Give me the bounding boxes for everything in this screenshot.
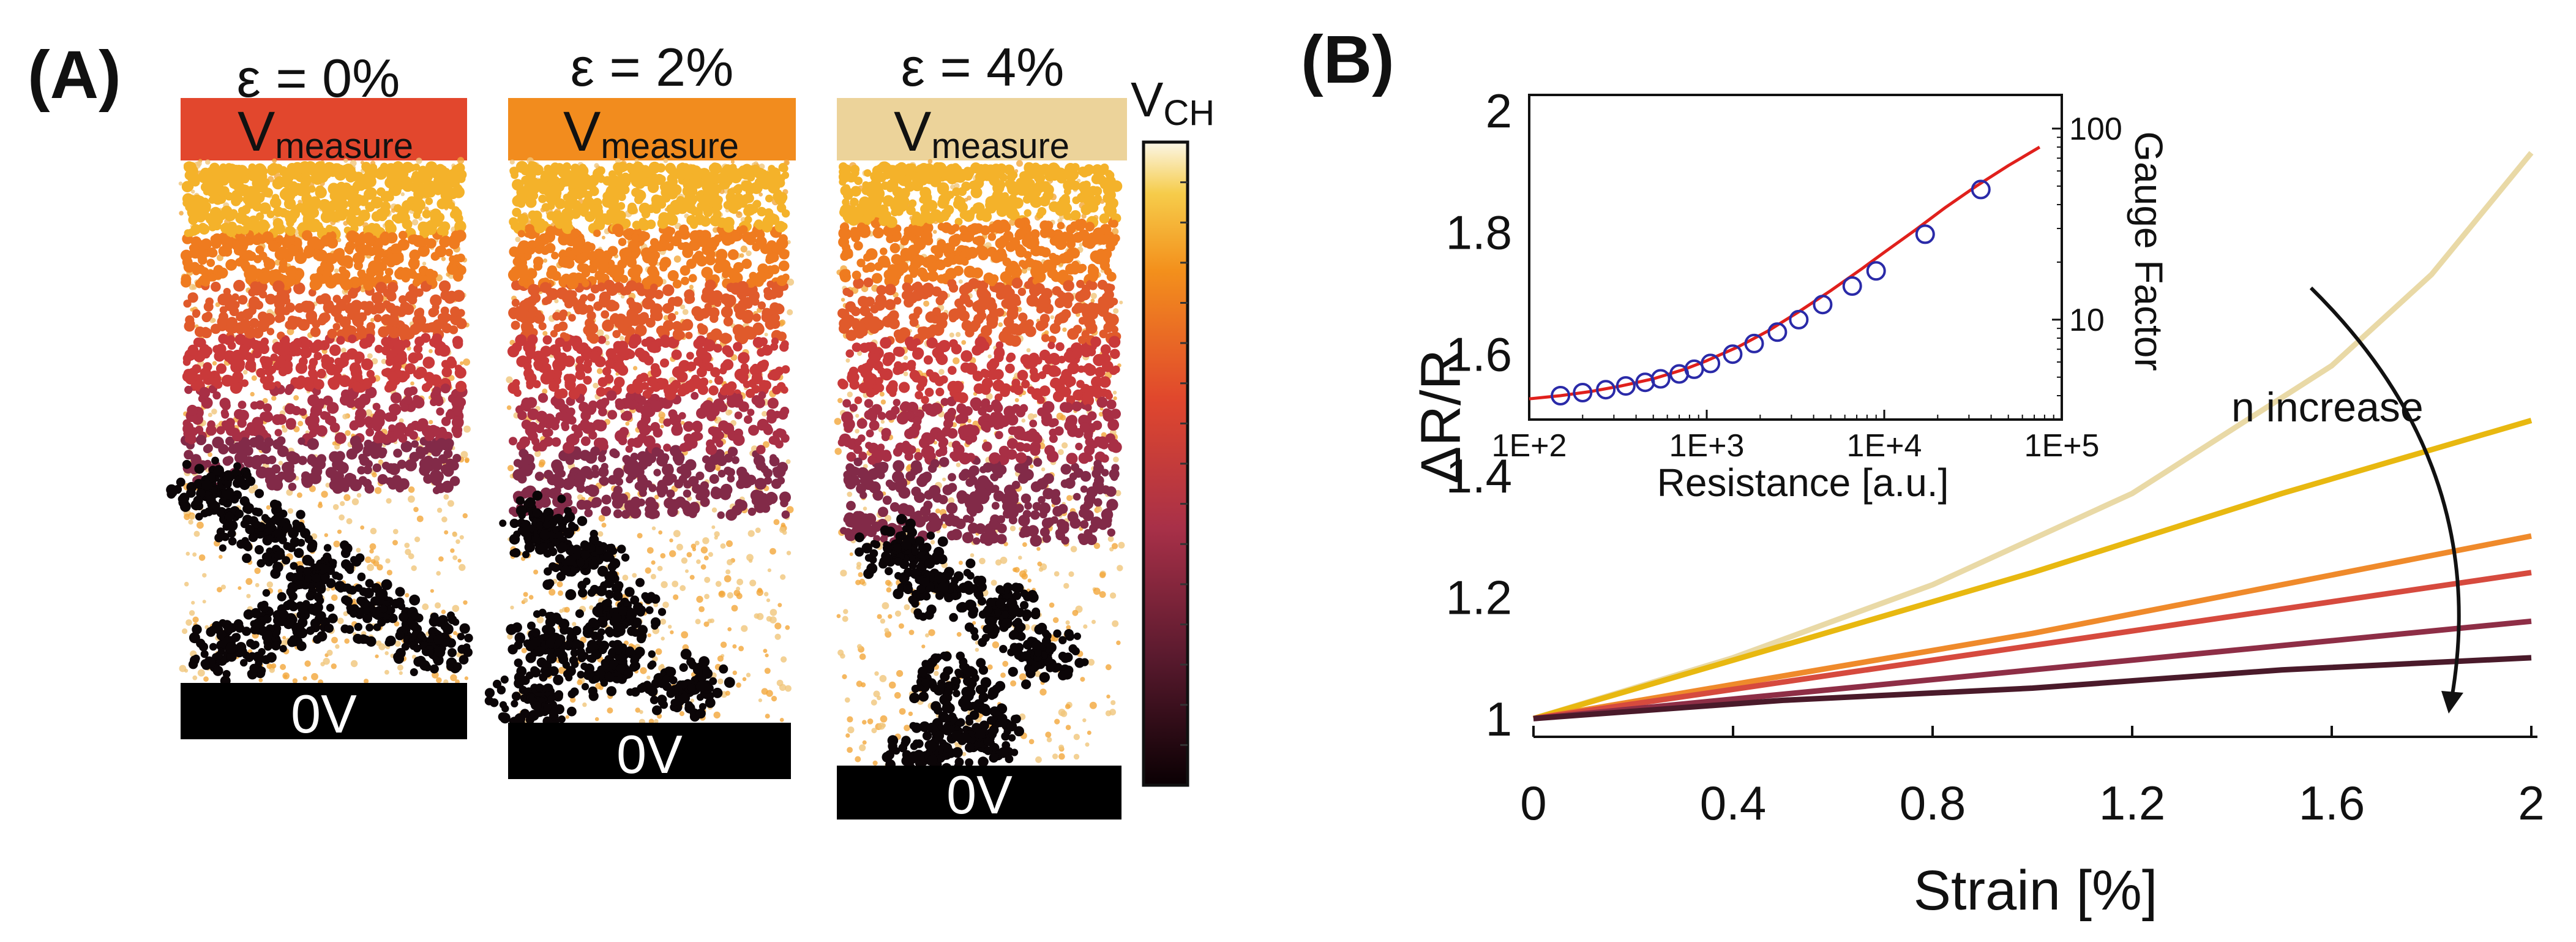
top-electrode-bar [508, 98, 796, 160]
inset-data-point [1813, 295, 1833, 315]
inset-data-point [1767, 322, 1788, 342]
simulation-eps-4: ε = 4% Vmeasure 0V [834, 37, 1127, 825]
colorbar-label: VCH [1131, 72, 1215, 133]
series-line-n3 [1533, 533, 2532, 722]
y-tick-label: 1.8 [1446, 206, 1512, 260]
n-increase-arrow [2309, 286, 2461, 699]
top-electrode-label: Vmeasure [894, 100, 1069, 166]
inset-x-tick-label: 1E+5 [2024, 428, 2100, 464]
ground-electrode-bar [837, 766, 1121, 820]
ground-electrode-bar [508, 723, 791, 779]
x-tick-label: 2 [2518, 776, 2544, 830]
sim-title-eps-4: ε = 4% [901, 37, 1065, 97]
x-axis-title: Strain [%] [1914, 859, 2158, 922]
inset-y-tick-label: 10 [2069, 303, 2105, 338]
series-line-n2 [1532, 418, 2533, 722]
percolation-field [166, 157, 473, 687]
inset-x-tick-label: 1E+2 [1492, 428, 1567, 464]
inset-data-point [1723, 344, 1743, 364]
inset-data-points [1551, 179, 1991, 405]
sim-title-eps-2: ε = 2% [571, 37, 734, 97]
series-line-n4 [1533, 570, 2532, 722]
inset-frame [1528, 94, 2063, 421]
inset-data-point [1596, 380, 1616, 400]
inset-data-point [1573, 383, 1593, 402]
voltage-colorbar: VCH [1131, 72, 1215, 787]
y-tick-label: 1.2 [1446, 571, 1512, 625]
inset-data-point [1744, 333, 1764, 353]
inset-data-point [1789, 309, 1809, 330]
inset-data-point [1842, 276, 1862, 296]
inset-data-point [1551, 386, 1571, 405]
y-axis-ticks: 1 1.2 1.4 1.6 1.8 2 [1446, 84, 1512, 746]
ground-electrode-label: 0V [291, 684, 357, 744]
inset-data-point [1701, 353, 1721, 374]
top-electrode-bar [181, 98, 467, 160]
colorbar-ticks [1180, 181, 1188, 746]
series-line-n6 [1533, 655, 2532, 722]
inset-x-tick-label: 1E+3 [1669, 428, 1745, 464]
x-tick-label: 1.2 [2099, 776, 2165, 830]
inset-data-point [1915, 224, 1935, 244]
x-axis-ticks: 0 0.4 0.8 1.2 1.6 2 [1520, 726, 2545, 830]
y-tick-label: 2 [1486, 84, 1512, 138]
inset-data-point [1616, 376, 1636, 396]
x-tick-label: 0.8 [1900, 776, 1966, 830]
x-tick-label: 0 [1520, 776, 1546, 830]
ground-electrode-bar [181, 683, 467, 739]
inset-x-ticks: 1E+2 1E+3 1E+4 1E+5 [1492, 410, 2100, 464]
series-line-n5 [1533, 618, 2532, 722]
y-tick-label: 1.6 [1446, 327, 1512, 381]
inset-y-axis-title: Gauge Factor [2127, 131, 2171, 371]
y-tick-label: 1 [1486, 692, 1512, 746]
top-electrode-bar [837, 98, 1127, 160]
main-chart: 0 0.4 0.8 1.2 1.6 2 1 1.2 1.4 1.6 1.8 2 Strain [%]… [1410, 84, 2545, 922]
x-tick-label: 0.4 [1700, 776, 1766, 830]
inset-chart: 1E+2 1E+3 1E+4 1E+5 10 100 Resistance [a.u.]… [1492, 94, 2171, 505]
n-increase-annotation: n increase [2231, 384, 2424, 431]
inset-data-point [1650, 369, 1671, 389]
simulation-eps-2: ε = 2% Vmeasure 0V [484, 37, 796, 785]
percolation-field [834, 159, 1125, 787]
x-tick-label: 1.6 [2299, 776, 2365, 830]
inset-x-axis-title: Resistance [a.u.] [1657, 461, 1949, 505]
top-electrode-label: Vmeasure [563, 100, 739, 166]
ground-electrode-label: 0V [946, 764, 1013, 825]
ground-electrode-label: 0V [616, 724, 683, 785]
n-increase-arrowhead [2441, 691, 2463, 714]
main-series-lines [1532, 151, 2534, 722]
y-tick-label: 1.4 [1446, 449, 1512, 503]
percolation-field [484, 157, 795, 728]
simulation-eps-0: ε = 0% Vmeasure 0V [166, 48, 473, 744]
inset-y-ticks: 10 100 [2052, 111, 2122, 397]
inset-y-tick-label: 100 [2069, 111, 2122, 147]
panel-a-label: (A) [28, 37, 121, 113]
inset-data-point [1971, 179, 1991, 200]
panel-b-label: (B) [1301, 22, 1395, 97]
inset-data-point [1866, 261, 1886, 281]
y-axis-title: ΔR/R [1410, 349, 1472, 484]
inset-x-tick-label: 1E+4 [1847, 428, 1922, 464]
